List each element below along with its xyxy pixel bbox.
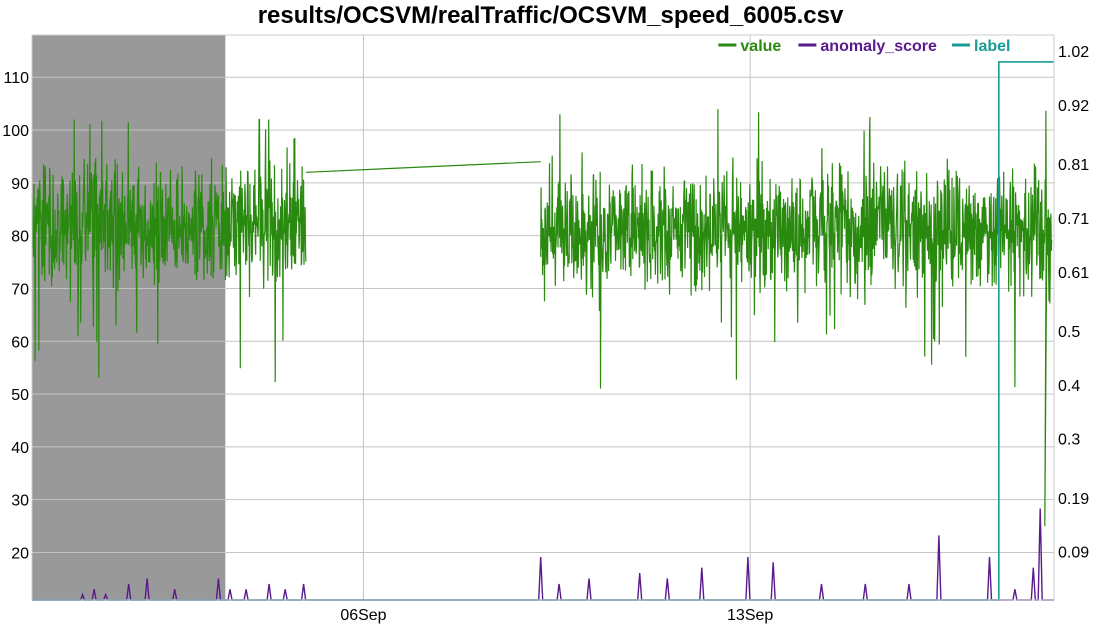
value-gap-connector: [305, 161, 541, 173]
shaded-window-layer: [32, 35, 226, 600]
x-tick-label: 06Sep: [340, 607, 386, 624]
plot-frame: [31, 34, 1055, 601]
y-right-tick-label: 1.02: [1058, 44, 1089, 61]
y-right-tick-label: 0.61: [1058, 265, 1089, 282]
chart-title: results/OCSVM/realTraffic/OCSVM_speed_60…: [257, 2, 844, 29]
x-tick-label: 13Sep: [727, 607, 773, 624]
shaded-window: [32, 35, 226, 600]
legend: value anomaly_score label: [718, 38, 1010, 55]
y-right-tick-label: 0.09: [1058, 545, 1089, 562]
y-left-tick-label: 110: [3, 70, 29, 87]
y-right-tick-label: 0.4: [1058, 378, 1080, 395]
y-left-tick-label: 50: [11, 387, 29, 404]
y-right-tick-label: 0.5: [1058, 324, 1080, 341]
y-left-tick-label: 40: [11, 440, 29, 457]
y-right-tick-label: 0.71: [1058, 211, 1089, 228]
y-right-tick-label: 0.92: [1058, 98, 1089, 115]
y-left-tick-label: 30: [11, 493, 29, 510]
y-right-tick-label: 0.81: [1058, 157, 1089, 174]
y-right-tick-label: 0.3: [1058, 432, 1080, 449]
axis-layer: 20 30 40 50 60 70 80 90 100 110 0.09 0.19 0.3 0.4 0.5 0…: [2, 34, 1089, 624]
series-layer: [31, 61, 1054, 601]
value-series-line: [540, 109, 1053, 527]
y-left-tick-label: 100: [2, 123, 29, 140]
legend-label-value: value: [740, 38, 781, 55]
legend-label-label: label: [974, 38, 1010, 55]
y-left-tick-label: 80: [11, 229, 29, 246]
value-series-line: [31, 118, 307, 383]
y-right-tick-label: 0.19: [1058, 491, 1089, 508]
y-left-tick-label: 90: [11, 176, 29, 193]
y-left-tick-label: 70: [11, 281, 29, 298]
y-left-tick-label: 20: [11, 545, 29, 562]
y-left-tick-label: 60: [11, 334, 29, 351]
legend-label-anomaly-score: anomaly_score: [820, 38, 937, 55]
